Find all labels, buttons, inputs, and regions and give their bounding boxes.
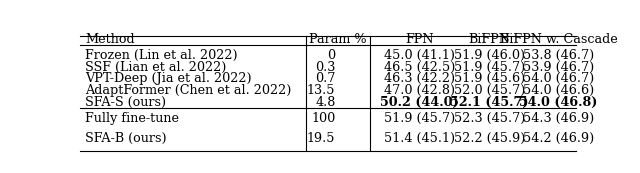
Text: 0.7: 0.7 (315, 72, 335, 85)
Text: 54.0 (46.7): 54.0 (46.7) (523, 72, 595, 85)
Text: 52.0 (45.7): 52.0 (45.7) (454, 84, 525, 97)
Text: BiFPN: BiFPN (468, 33, 510, 46)
Text: 52.2 (45.9): 52.2 (45.9) (454, 132, 525, 145)
Text: 53.9 (46.7): 53.9 (46.7) (523, 61, 595, 74)
Text: BiFPN w. Cascade: BiFPN w. Cascade (500, 33, 618, 46)
Text: 0.3: 0.3 (315, 61, 335, 74)
Text: AdaptFormer (Chen et al. 2022): AdaptFormer (Chen et al. 2022) (85, 84, 291, 97)
Text: 54.0 (46.6): 54.0 (46.6) (523, 84, 595, 97)
Text: Param %: Param % (309, 33, 367, 46)
Text: 51.9 (45.7): 51.9 (45.7) (454, 61, 525, 74)
Text: 45.0 (41.1): 45.0 (41.1) (384, 49, 455, 62)
Text: 54.2 (46.9): 54.2 (46.9) (523, 132, 595, 145)
Text: Frozen (Lin et al. 2022): Frozen (Lin et al. 2022) (85, 49, 237, 62)
Text: 100: 100 (311, 112, 335, 125)
Text: 52.3 (45.7): 52.3 (45.7) (454, 112, 525, 125)
Text: 50.2 (44.0): 50.2 (44.0) (380, 96, 459, 109)
Text: VPT-Deep (Jia et al. 2022): VPT-Deep (Jia et al. 2022) (85, 72, 252, 85)
Text: 47.0 (42.8): 47.0 (42.8) (384, 84, 455, 97)
Text: 46.5 (42.5): 46.5 (42.5) (384, 61, 456, 74)
Text: SFA-S (ours): SFA-S (ours) (85, 96, 166, 109)
Text: 0: 0 (327, 49, 335, 62)
Text: 51.9 (45.6): 51.9 (45.6) (454, 72, 525, 85)
Text: Method: Method (85, 33, 134, 46)
Text: 51.4 (45.1): 51.4 (45.1) (384, 132, 455, 145)
Text: 19.5: 19.5 (307, 132, 335, 145)
Text: SSF (Lian et al. 2022): SSF (Lian et al. 2022) (85, 61, 227, 74)
Text: 13.5: 13.5 (307, 84, 335, 97)
Text: 51.9 (46.0): 51.9 (46.0) (454, 49, 525, 62)
Text: 54.3 (46.9): 54.3 (46.9) (523, 112, 595, 125)
Text: FPN: FPN (406, 33, 434, 46)
Text: 53.8 (46.7): 53.8 (46.7) (523, 49, 595, 62)
Text: 4.8: 4.8 (315, 96, 335, 109)
Text: 52.1 (45.7): 52.1 (45.7) (450, 96, 529, 109)
Text: Fully fine-tune: Fully fine-tune (85, 112, 179, 125)
Text: 46.3 (42.2): 46.3 (42.2) (384, 72, 455, 85)
Text: SFA-B (ours): SFA-B (ours) (85, 132, 166, 145)
Text: 54.0 (46.8): 54.0 (46.8) (520, 96, 598, 109)
Text: 51.9 (45.7): 51.9 (45.7) (384, 112, 456, 125)
